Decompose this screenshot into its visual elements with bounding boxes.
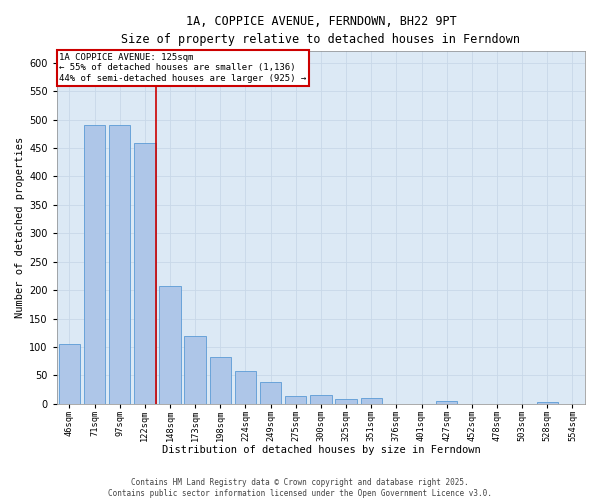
Bar [209,356,231,404]
Bar [160,286,181,404]
Bar [285,396,307,404]
Bar [335,399,357,404]
X-axis label: Distribution of detached houses by size in Ferndown: Distribution of detached houses by size … [161,445,480,455]
Bar [361,398,382,404]
Bar [436,401,457,404]
Bar [235,372,256,404]
Bar [134,144,155,404]
Y-axis label: Number of detached properties: Number of detached properties [15,137,25,318]
Text: Contains HM Land Registry data © Crown copyright and database right 2025.
Contai: Contains HM Land Registry data © Crown c… [108,478,492,498]
Bar [84,125,105,404]
Bar [109,125,130,404]
Text: 1A COPPICE AVENUE: 125sqm
← 55% of detached houses are smaller (1,136)
44% of se: 1A COPPICE AVENUE: 125sqm ← 55% of detac… [59,53,307,83]
Bar [536,402,558,404]
Bar [184,336,206,404]
Bar [59,344,80,404]
Bar [260,382,281,404]
Title: 1A, COPPICE AVENUE, FERNDOWN, BH22 9PT
Size of property relative to detached hou: 1A, COPPICE AVENUE, FERNDOWN, BH22 9PT S… [121,15,520,46]
Bar [310,394,332,404]
